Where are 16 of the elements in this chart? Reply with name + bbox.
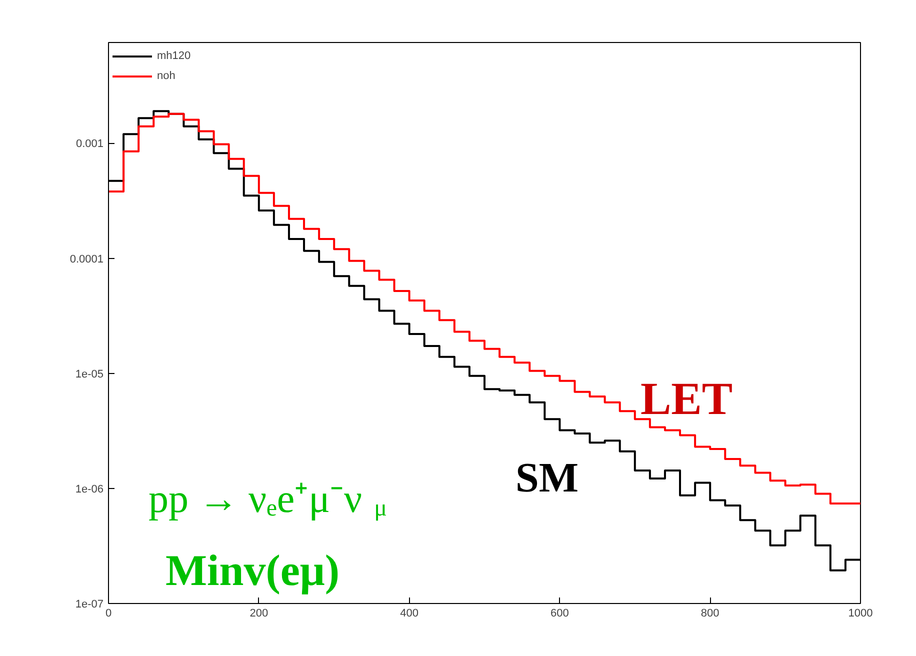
annotation: Minv(eμ) <box>166 546 340 595</box>
legend-label: mh120 <box>157 50 191 62</box>
y-tick-label: 1e-06 <box>75 483 104 496</box>
y-tick-label: 1e-05 <box>75 368 104 380</box>
y-tick-label: 0.0001 <box>70 253 104 266</box>
x-tick-label: 800 <box>700 608 720 620</box>
x-tick-label: 1000 <box>848 608 873 620</box>
x-tick-label: 0 <box>105 608 112 620</box>
x-tick-label: 400 <box>400 608 418 620</box>
legend-label: noh <box>157 70 176 82</box>
annotation: LET <box>640 373 733 424</box>
y-tick-label: 1e-07 <box>75 598 104 610</box>
x-tick-label: 200 <box>250 608 268 620</box>
x-tick-label: 600 <box>550 608 569 620</box>
annotation: SM <box>516 456 578 502</box>
y-tick-label: 0.001 <box>76 138 104 150</box>
